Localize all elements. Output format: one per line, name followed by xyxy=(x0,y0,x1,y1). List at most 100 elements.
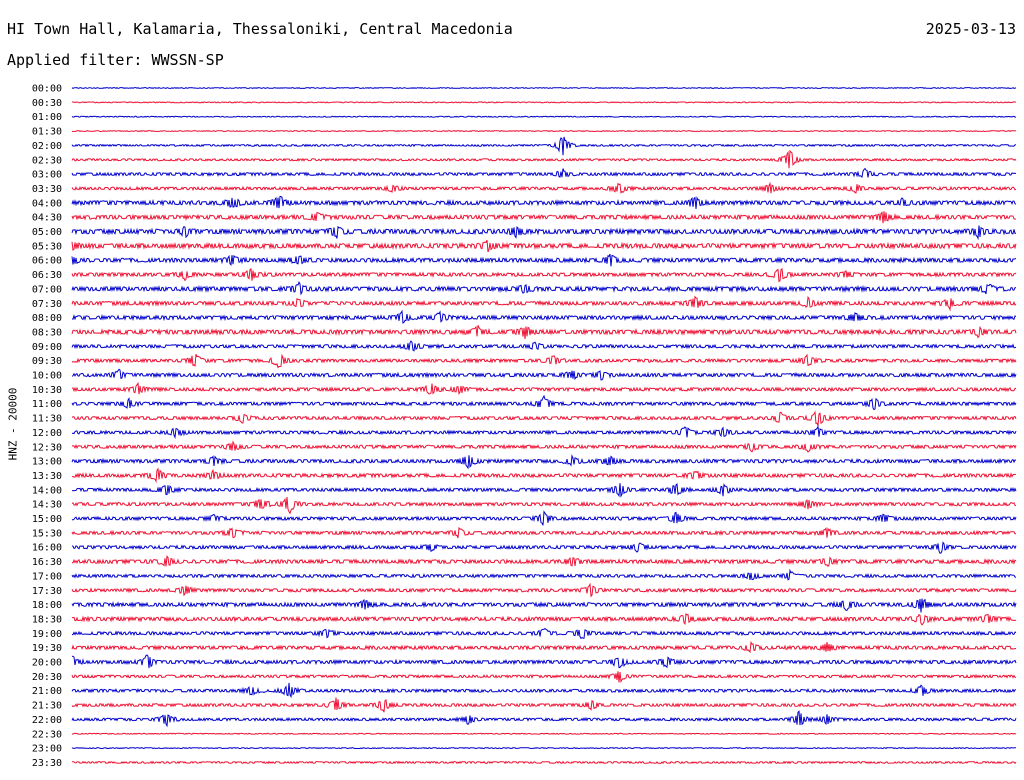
row-time-label: 16:30 xyxy=(32,557,62,568)
seismic-trace xyxy=(71,225,1017,241)
seismic-trace xyxy=(71,381,1016,395)
row-time-label: 02:30 xyxy=(32,155,62,166)
row-time-label: 16:00 xyxy=(32,543,62,554)
row-time-label: 23:30 xyxy=(32,758,62,769)
station-title: HI Town Hall, Kalamaria, Thessaloniki, C… xyxy=(7,20,513,38)
date-label: 2025-03-13 xyxy=(925,20,1016,38)
seismic-trace xyxy=(71,181,1017,194)
seismic-trace xyxy=(72,760,1017,765)
row-time-label: 21:30 xyxy=(32,701,62,712)
row-time-label: 00:30 xyxy=(32,98,62,109)
seismic-trace xyxy=(71,340,1017,352)
row-time-label: 00:00 xyxy=(32,84,62,95)
seismic-trace xyxy=(71,627,1017,640)
seismic-trace xyxy=(71,454,1017,470)
seismic-trace xyxy=(71,167,1017,178)
seismic-trace xyxy=(71,267,1017,283)
row-time-label: 05:30 xyxy=(32,241,62,252)
row-time-label: 10:30 xyxy=(32,385,62,396)
seismic-trace xyxy=(71,510,1017,526)
row-time-label: 18:00 xyxy=(32,600,62,611)
row-time-label: 08:30 xyxy=(32,327,62,338)
seismic-trace xyxy=(71,149,1017,169)
seismic-trace xyxy=(71,568,1017,581)
seismic-trace xyxy=(71,654,1017,669)
row-time-label: 23:00 xyxy=(32,744,62,755)
seismic-trace xyxy=(71,253,1017,267)
row-time-label: 04:00 xyxy=(32,198,62,209)
seismic-trace xyxy=(71,211,1017,224)
row-time-label: 12:00 xyxy=(32,428,62,439)
row-time-label: 15:30 xyxy=(32,528,62,539)
seismic-trace xyxy=(71,682,1017,699)
seismic-trace xyxy=(71,325,1017,339)
row-time-label: 13:00 xyxy=(32,457,62,468)
seismic-trace xyxy=(71,555,1017,568)
row-time-label: 20:00 xyxy=(32,658,62,669)
row-time-label: 08:00 xyxy=(32,313,62,324)
seismic-trace xyxy=(72,101,1017,104)
row-time-label: 21:00 xyxy=(32,686,62,697)
seismic-trace xyxy=(71,295,1017,312)
row-time-label: 06:00 xyxy=(32,256,62,267)
row-time-label: 10:00 xyxy=(32,371,62,382)
seismic-trace xyxy=(71,410,1017,427)
row-time-label: 11:30 xyxy=(32,414,62,425)
seismic-trace xyxy=(71,496,1017,515)
seismic-trace xyxy=(71,526,1016,539)
row-time-label: 17:30 xyxy=(32,586,62,597)
row-time-label: 13:30 xyxy=(32,471,62,482)
seismic-trace xyxy=(71,129,1017,133)
seismic-trace xyxy=(71,424,1017,440)
seismic-trace xyxy=(71,368,1017,381)
row-time-label: 15:00 xyxy=(32,514,62,525)
seismic-trace xyxy=(71,640,1017,654)
seismic-trace xyxy=(71,710,1017,728)
row-time-label: 05:00 xyxy=(32,227,62,238)
row-time-label: 22:00 xyxy=(32,715,62,726)
row-time-label: 20:30 xyxy=(32,672,62,683)
seismic-trace xyxy=(71,483,1017,498)
row-time-label: 12:30 xyxy=(32,442,62,453)
seismic-trace xyxy=(71,747,1016,750)
row-time-label: 07:30 xyxy=(32,299,62,310)
seismic-trace xyxy=(71,86,1017,90)
row-time-label: 07:00 xyxy=(32,284,62,295)
row-time-label: 14:00 xyxy=(32,485,62,496)
row-time-label: 17:00 xyxy=(32,571,62,582)
row-time-label: 09:30 xyxy=(32,356,62,367)
seismic-trace xyxy=(71,697,1017,713)
row-time-label: 09:00 xyxy=(32,342,62,353)
seismic-trace xyxy=(71,195,1017,209)
row-time-label: 03:30 xyxy=(32,184,62,195)
seismic-trace xyxy=(71,115,1016,118)
row-time-label: 19:00 xyxy=(32,629,62,640)
seismic-trace xyxy=(71,280,1017,296)
seismic-trace xyxy=(71,671,1017,684)
row-time-label: 02:00 xyxy=(32,141,62,152)
row-time-label: 14:30 xyxy=(32,500,62,511)
seismic-trace xyxy=(71,136,1017,156)
seismic-trace xyxy=(71,582,1017,598)
row-time-label: 11:00 xyxy=(32,399,62,410)
seismic-trace xyxy=(71,440,1017,453)
seismic-trace xyxy=(71,613,1017,626)
seismic-trace xyxy=(71,467,1016,484)
row-time-label: 06:30 xyxy=(32,270,62,281)
row-time-label: 22:30 xyxy=(32,729,62,740)
seismic-trace xyxy=(71,239,1017,253)
row-time-label: 01:00 xyxy=(32,112,62,123)
seismic-trace xyxy=(71,353,1017,369)
seismic-trace xyxy=(71,598,1017,613)
seismic-trace xyxy=(71,394,1017,411)
row-time-label: 19:30 xyxy=(32,643,62,654)
row-time-label: 04:30 xyxy=(32,213,62,224)
row-time-label: 01:30 xyxy=(32,127,62,138)
row-time-label: 18:30 xyxy=(32,614,62,625)
seismic-trace xyxy=(71,732,1017,735)
seismic-trace xyxy=(71,541,1017,554)
filter-label: Applied filter: WWSSN-SP xyxy=(7,51,224,69)
seismic-trace xyxy=(71,309,1017,324)
row-time-label: 03:00 xyxy=(32,170,62,181)
